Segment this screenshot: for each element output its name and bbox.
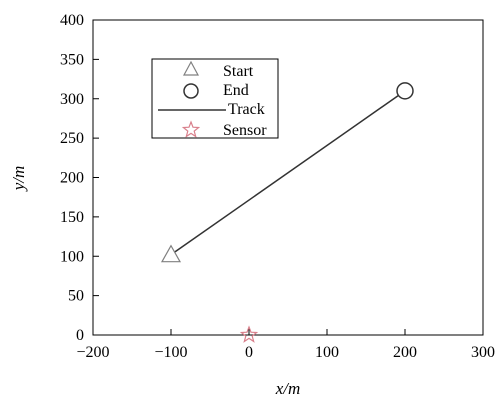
y-tick-label: 0 xyxy=(76,327,84,344)
x-tick-label: 200 xyxy=(393,344,417,361)
y-tick-label: 200 xyxy=(60,170,84,187)
x-tick-label: 0 xyxy=(245,344,253,361)
legend-box xyxy=(151,58,279,139)
legend-start-icon xyxy=(182,60,200,76)
y-tick-label: 250 xyxy=(60,130,84,147)
x-tick-label: −100 xyxy=(154,344,187,361)
y-axis: 0 50 100 150 200 250 300 350 400 xyxy=(60,12,99,344)
legend-sensor-icon xyxy=(181,120,201,138)
y-tick-label: 50 xyxy=(68,288,84,305)
x-axis-label: x/m xyxy=(275,379,301,398)
x-tick-label: 300 xyxy=(471,344,495,361)
y-tick-label: 100 xyxy=(60,248,84,265)
start-marker xyxy=(160,244,182,263)
x-tick-label: −200 xyxy=(76,344,109,361)
y-tick-label: 150 xyxy=(60,209,84,226)
end-marker xyxy=(396,82,414,100)
y-tick-label: 300 xyxy=(60,91,84,108)
y-tick-label: 400 xyxy=(60,12,84,29)
y-tick-label: 350 xyxy=(60,51,84,68)
x-tick-label: 100 xyxy=(315,344,339,361)
legend-sensor-label: Sensor xyxy=(223,122,267,139)
sensor-marker xyxy=(239,325,259,343)
legend: Start End Track Sensor xyxy=(151,58,279,139)
legend-end-icon xyxy=(183,83,199,99)
x-axis: −200 −100 0 100 200 300 xyxy=(76,329,495,361)
y-axis-label: y/m xyxy=(9,166,28,193)
legend-start-label: Start xyxy=(223,63,254,80)
track-line xyxy=(170,90,406,256)
data-marks xyxy=(160,82,414,343)
legend-track-label: Track xyxy=(228,101,265,118)
legend-end-label: End xyxy=(223,82,249,99)
